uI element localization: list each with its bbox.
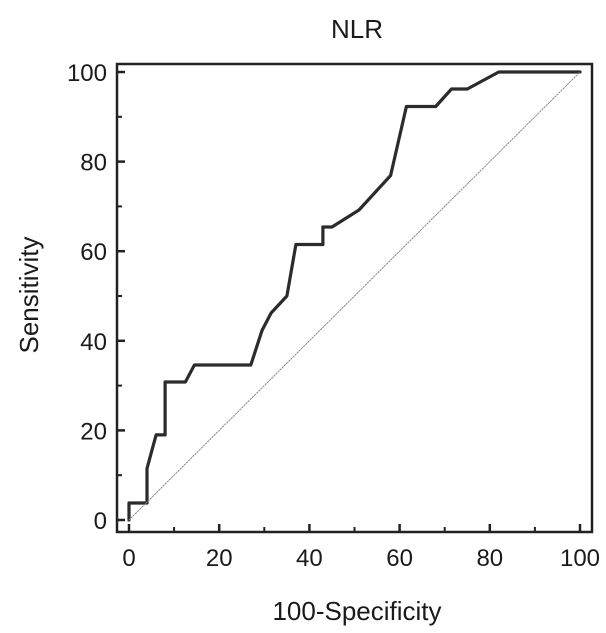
x-tick-label: 100 [560,545,600,572]
y-tick-label: 20 [80,418,107,445]
plot-frame [115,62,594,534]
x-tick-label: 0 [122,545,135,572]
y-tick-label: 80 [80,150,107,177]
y-axis-label: Sensitivity [14,236,44,353]
x-axis-label: 100-Specificity [272,596,441,626]
chart-title: NLR [331,14,383,44]
x-tick-label: 20 [206,545,233,572]
x-tick-label: 40 [296,545,323,572]
y-tick-label: 0 [94,508,107,535]
plot-area: 0 20 40 60 80 100 0 20 40 60 80 100 [67,60,600,572]
y-tick-label: 40 [80,329,107,356]
x-tick-label: 80 [476,545,503,572]
y-tick-label: 60 [80,239,107,266]
x-tick-label: 60 [386,545,413,572]
roc-curve-line [127,70,582,522]
reference-diagonal-line [128,71,581,521]
y-tick-label: 100 [67,60,107,87]
